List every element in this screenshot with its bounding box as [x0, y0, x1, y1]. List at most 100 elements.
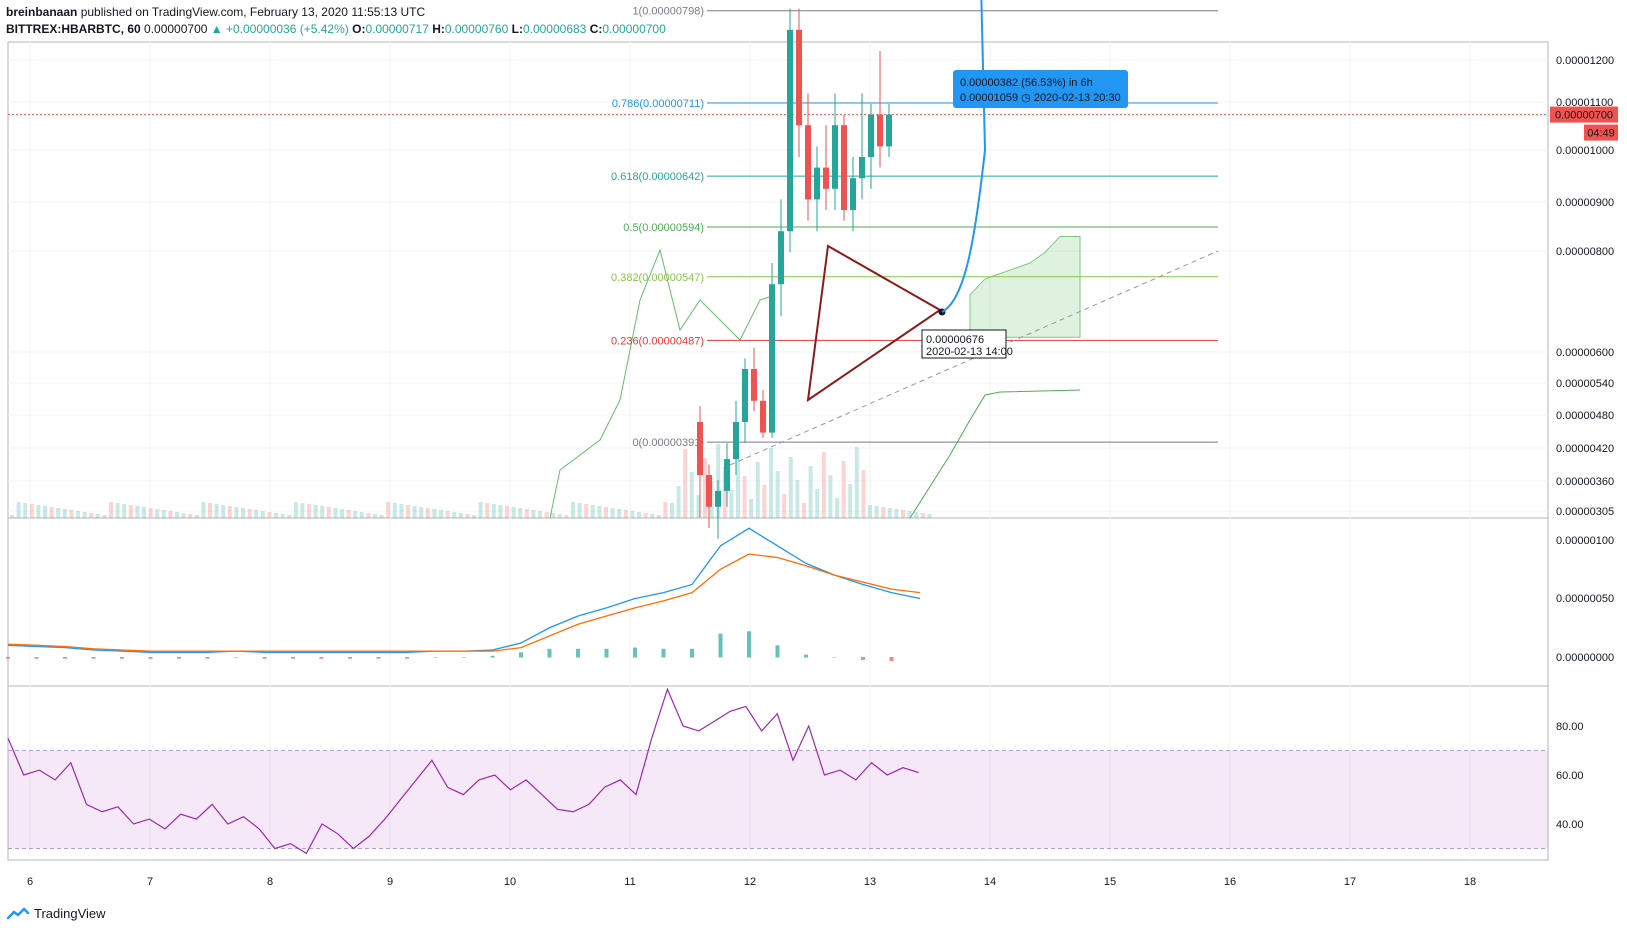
projection-arrow[interactable]: 0.00000382 (56.53%) in 6h 0.00001059 ◷ 20… — [921, 0, 1128, 359]
volume-bar — [637, 512, 641, 518]
volume-bar — [135, 506, 140, 518]
volume-bar — [23, 503, 28, 518]
volume-bar — [340, 509, 344, 518]
volume-bar — [564, 515, 569, 518]
volume-bar — [359, 512, 364, 518]
time-tick-12: 12 — [744, 876, 756, 888]
time-tick-14: 14 — [984, 876, 996, 888]
volume-bar — [762, 485, 767, 518]
macd-histogram-bar — [319, 657, 324, 659]
volume-bar — [663, 502, 668, 518]
volume-bar — [881, 507, 886, 518]
open-label: O: — [352, 22, 366, 36]
last-price: 0.00000700 — [144, 22, 208, 36]
volume-bar — [142, 507, 146, 518]
time-tick-10: 10 — [504, 876, 516, 888]
volume-bar — [531, 510, 536, 518]
time-tick-8: 8 — [267, 876, 273, 888]
volume-bar — [577, 503, 582, 518]
time-tick-15: 15 — [1104, 876, 1116, 888]
price-tick-9: 0.00000360 — [1556, 476, 1614, 488]
lagging-span — [549, 248, 776, 519]
candle-body — [850, 178, 856, 210]
macd-histogram-bar — [291, 657, 295, 659]
volume-bar — [43, 506, 47, 518]
candle-body — [886, 114, 892, 147]
volume-bar — [524, 509, 529, 518]
volume-bar — [168, 511, 173, 518]
volume-bar — [610, 508, 615, 518]
volume-bar — [76, 511, 80, 518]
volume-bar — [56, 508, 61, 518]
time-axis[interactable]: 6 7 8 9 10 11 12 13 14 15 16 17 18 — [27, 876, 1476, 888]
close-value: 0.00000700 — [602, 22, 666, 36]
volume-bar — [736, 453, 740, 518]
rsi-band — [8, 750, 1548, 849]
low-label: L: — [511, 22, 523, 36]
volume-bar — [465, 514, 470, 518]
volume-bar — [406, 505, 410, 518]
price-axis[interactable]: 0.00001200 0.00001100 0.00001000 0.00000900… — [1556, 55, 1614, 518]
macd-histogram-bar — [519, 652, 523, 658]
volume-bar — [703, 458, 707, 518]
volume-bar — [175, 512, 179, 518]
volume-bar — [49, 507, 54, 518]
volume-bar — [274, 513, 278, 518]
candle-body — [814, 167, 820, 200]
volume-bar — [425, 508, 430, 518]
projection-box — [953, 70, 1128, 108]
volume-bar — [320, 506, 325, 518]
volume-bar — [907, 511, 912, 518]
macd-histogram-bar — [747, 631, 751, 658]
volume-bar — [115, 503, 120, 518]
volume-bar — [247, 509, 252, 518]
volume-bar — [729, 490, 734, 518]
volume-bar — [788, 457, 793, 518]
time-tick-17: 17 — [1344, 876, 1356, 888]
projection-headline: 0.00000382 (56.53%) in 6h — [960, 77, 1093, 89]
price-tick-10: 0.00000305 — [1556, 506, 1614, 518]
tradingview-footer[interactable]: TradingView — [6, 906, 106, 921]
volume-bar — [683, 449, 688, 518]
volume-bar — [346, 510, 351, 518]
fib-label-3: 1(0.00000798) — [632, 6, 704, 18]
volume-bar — [551, 513, 556, 518]
macd-histogram-bar — [604, 648, 609, 658]
volume-bar — [366, 513, 371, 518]
macd-histogram-bar — [433, 657, 438, 658]
candle-body — [787, 29, 793, 232]
price-tick-2: 0.00001000 — [1556, 145, 1614, 157]
point-callout-box — [921, 329, 1007, 359]
candle-body — [859, 157, 865, 179]
candlestick-series — [697, 8, 892, 539]
candle-body — [877, 114, 883, 147]
macd-histogram-bar — [690, 648, 694, 658]
candle-body — [796, 29, 802, 126]
macd-histogram-bar — [120, 657, 124, 659]
volume-bar — [914, 512, 919, 518]
volume-bar — [36, 505, 41, 518]
volume-bar — [373, 514, 377, 518]
high-value: 0.00000760 — [444, 22, 509, 36]
volume-bar — [300, 503, 305, 518]
macd-histogram-bar — [6, 657, 10, 659]
volume-bar — [472, 515, 476, 518]
volume-bar — [399, 504, 404, 518]
triangle-pattern[interactable] — [806, 244, 946, 403]
volume-bar — [656, 515, 661, 518]
volume-bar — [821, 452, 826, 518]
volume-bar — [868, 505, 872, 518]
candle-body — [805, 125, 811, 200]
volume-bar — [854, 447, 859, 518]
volume-bar — [722, 467, 727, 518]
candle-body — [868, 114, 874, 157]
macd-histogram-bar — [861, 657, 865, 660]
high-label: H: — [432, 22, 445, 36]
price-tick-8: 0.00000420 — [1556, 443, 1614, 455]
macd-histogram-bar — [91, 657, 96, 659]
trend-line — [729, 250, 1219, 466]
volume-bar — [452, 512, 457, 518]
price-tick-6: 0.00000540 — [1556, 378, 1614, 390]
macd-indicator — [6, 527, 921, 662]
